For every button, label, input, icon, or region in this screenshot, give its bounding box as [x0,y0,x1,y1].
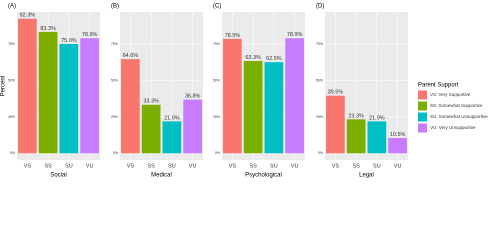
y-tick-label: 0% [113,151,118,155]
bar [18,18,37,154]
value-label: 21.9% [369,115,385,121]
x-tick-label: SU [270,163,278,169]
bar [183,99,202,154]
y-tick-label: 25% [8,115,15,119]
bar [285,38,304,154]
value-label: 33.3% [143,99,159,105]
x-tick-label: SU [65,163,73,169]
value-label: 78.9% [82,32,98,38]
legend-swatch [418,101,427,111]
value-label: 64.6% [123,53,139,59]
value-label: 10.5% [390,132,406,138]
y-tick-label: 50% [111,78,118,82]
x-tick-label: SS [147,163,155,169]
value-label: 62.5% [266,56,282,62]
bar [367,121,387,154]
y-tick-label: 50% [8,78,15,82]
value-label: 36.8% [185,94,201,100]
panel-title: (C) [213,4,221,10]
x-tick-label: VU [189,163,197,169]
y-tick-label: 75% [111,42,118,46]
y-tick-label: 25% [316,115,323,119]
value-label: 83.3% [40,26,56,32]
bar [38,31,58,154]
x-tick-label: VU [291,163,299,169]
bar [223,38,242,154]
bar [141,104,161,154]
bar [121,59,140,154]
figure: (A) 0% 25% 50% 75% 92.3% VS 83.3% SS 75.0% SU 78.9%… [1,4,489,179]
y-tick-label: 75% [316,42,323,46]
panel-title: (B) [111,4,119,10]
panel-title: (A) [8,4,16,10]
bar [388,137,407,154]
y-tick-label: 0% [215,151,220,155]
legend-label: SS: Somewhat Supportive [430,103,483,108]
legend-swatch [418,123,427,133]
x-tick-label: VS [24,163,32,169]
value-label: 23.3% [348,113,364,119]
x-axis-title: Legal [359,173,374,179]
panel-title: (D) [316,4,324,10]
y-axis-title: Percent [1,75,7,96]
x-tick-label: VS [127,163,135,169]
legend-label: SU: Somewhat Unsupportive [430,114,488,119]
value-label: 78.9% [287,32,303,38]
y-tick-label: 75% [213,42,220,46]
x-axis-title: Medical [151,173,172,179]
legend-swatch [418,112,427,122]
value-label: 78.5% [225,33,241,39]
value-label: 92.3% [20,13,36,19]
x-tick-label: VU [86,163,94,169]
y-tick-label: 0% [318,151,323,155]
x-tick-label: SU [168,163,176,169]
bar [243,60,263,154]
y-tick-label: 75% [8,42,15,46]
x-tick-label: VS [332,163,340,169]
bar [346,119,366,154]
x-tick-label: SS [249,163,257,169]
x-axis-title: Psychological [245,173,282,179]
x-tick-label: SU [373,163,381,169]
x-tick-label: SS [352,163,360,169]
value-label: 39.5% [328,90,344,96]
x-tick-label: VU [394,163,402,169]
y-tick-label: 0% [10,151,15,155]
x-tick-label: SS [44,163,52,169]
value-label: 21.9% [164,115,180,121]
x-tick-label: VS [229,163,237,169]
legend-swatch [418,90,427,100]
y-tick-label: 50% [213,78,220,82]
bar [326,95,345,154]
bar [59,43,79,154]
y-tick-label: 50% [316,78,323,82]
x-axis-title: Social [50,173,66,179]
y-tick-label: 25% [213,115,220,119]
value-label: 63.3% [245,55,261,61]
legend-label: VS: Very Supportive [430,92,471,97]
legend-title: Parent Support [418,83,459,89]
value-label: 75.0% [61,38,77,44]
bar [80,38,99,154]
legend-label: VU: Very Unsupportive [430,125,476,130]
bar [162,121,182,154]
bar [264,62,284,154]
y-tick-label: 25% [111,115,118,119]
